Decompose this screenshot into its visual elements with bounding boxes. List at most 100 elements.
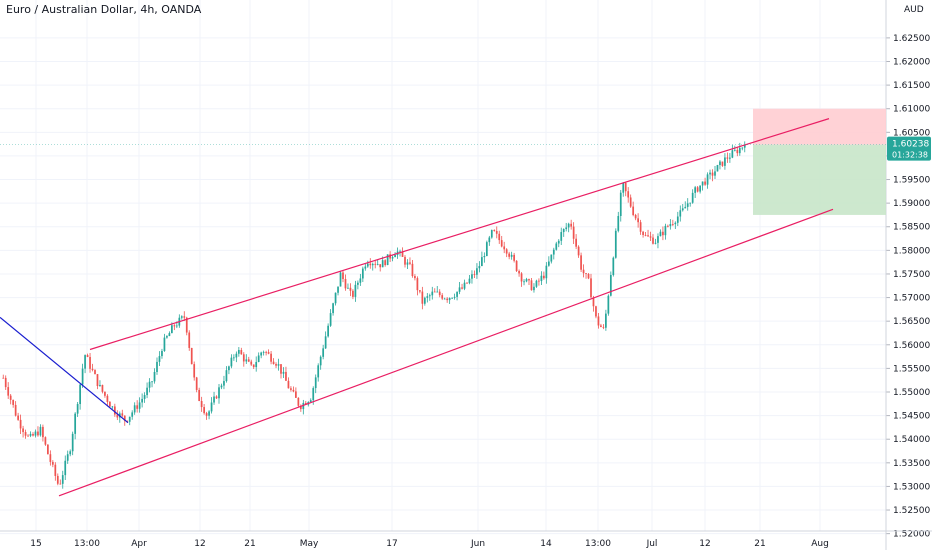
candle: [495, 226, 498, 239]
candle-body: [652, 237, 654, 244]
candle: [280, 364, 282, 379]
candle: [580, 252, 582, 273]
candle: [667, 224, 669, 228]
candle: [240, 347, 243, 355]
candle: [567, 222, 570, 233]
candle: [104, 391, 106, 398]
candle: [461, 283, 463, 290]
candle: [101, 384, 104, 394]
y-tick-label: 1.53000: [893, 482, 930, 492]
candle: [255, 356, 258, 372]
candle-body: [426, 296, 429, 298]
candle-body: [473, 274, 476, 276]
candle-body: [198, 389, 201, 401]
candle: [188, 330, 191, 351]
candle: [354, 280, 357, 302]
candle-body: [731, 150, 734, 158]
candle-body: [34, 431, 37, 436]
candle-body: [600, 325, 602, 327]
candle-body: [557, 240, 560, 244]
candle: [632, 201, 635, 217]
candle-body: [143, 395, 146, 399]
candle: [431, 286, 434, 300]
candle: [158, 351, 161, 366]
candle: [642, 230, 644, 238]
candle: [2, 374, 5, 379]
candle-body: [381, 260, 384, 268]
candle-body: [148, 381, 151, 388]
candle: [595, 305, 597, 319]
candle-body: [99, 384, 101, 387]
candle-body: [538, 280, 540, 282]
candle-body: [210, 402, 213, 412]
candle-body: [490, 230, 493, 238]
candle: [156, 357, 158, 375]
y-tick-label: 1.58500: [893, 223, 930, 233]
candle-body: [69, 451, 72, 455]
candle: [669, 219, 672, 230]
candle-body: [540, 275, 543, 282]
candle: [706, 172, 709, 189]
candle: [235, 351, 238, 363]
candle-body: [257, 355, 260, 362]
candle-body: [642, 231, 644, 235]
candle: [148, 378, 151, 393]
candle: [523, 279, 525, 286]
candle-body: [304, 402, 307, 405]
candle: [215, 395, 218, 400]
candle: [14, 401, 17, 417]
candle-body: [513, 254, 515, 261]
candle: [694, 185, 697, 198]
candle-body: [565, 227, 568, 230]
y-tick-label: 1.52000: [893, 530, 930, 540]
candle: [691, 189, 694, 204]
candle-body: [47, 444, 49, 455]
candle: [476, 263, 478, 279]
candle: [290, 386, 292, 392]
candle: [582, 264, 585, 278]
candle: [357, 280, 359, 290]
candle: [29, 431, 32, 438]
y-tick-label: 1.55000: [893, 388, 930, 398]
candle-body: [287, 380, 290, 389]
x-tick-label: 21: [754, 539, 765, 549]
candle: [481, 251, 483, 267]
x-tick-label: Jul: [646, 539, 658, 549]
candle: [267, 349, 270, 355]
candle: [421, 286, 424, 310]
candle-body: [525, 279, 528, 282]
candle-body: [252, 364, 255, 368]
candle-body: [200, 400, 203, 408]
candle-body: [156, 361, 158, 372]
candle: [463, 279, 466, 291]
candle: [319, 355, 322, 370]
candle-body: [208, 411, 210, 416]
candle-body: [369, 263, 372, 266]
candle: [74, 412, 77, 440]
candle: [27, 434, 29, 437]
candle: [724, 153, 726, 170]
candle: [605, 309, 607, 331]
candle-body: [696, 187, 699, 192]
candle-body: [109, 401, 111, 407]
candle: [299, 404, 302, 412]
candle-body: [173, 325, 176, 327]
candle-body: [659, 231, 662, 237]
candle: [709, 169, 711, 180]
candle-body: [535, 280, 538, 287]
candle-body: [240, 350, 243, 355]
candle: [22, 425, 24, 438]
candle-body: [520, 273, 523, 282]
candle-body: [478, 266, 481, 269]
candle-body: [131, 412, 134, 417]
candle: [600, 323, 602, 328]
candle: [200, 396, 203, 412]
candle: [726, 152, 729, 163]
candle: [711, 169, 714, 182]
candle: [146, 382, 148, 399]
candle: [456, 291, 458, 301]
candle-body: [193, 364, 196, 378]
y-tick-label: 1.56000: [893, 341, 930, 351]
candle-body: [671, 224, 674, 225]
